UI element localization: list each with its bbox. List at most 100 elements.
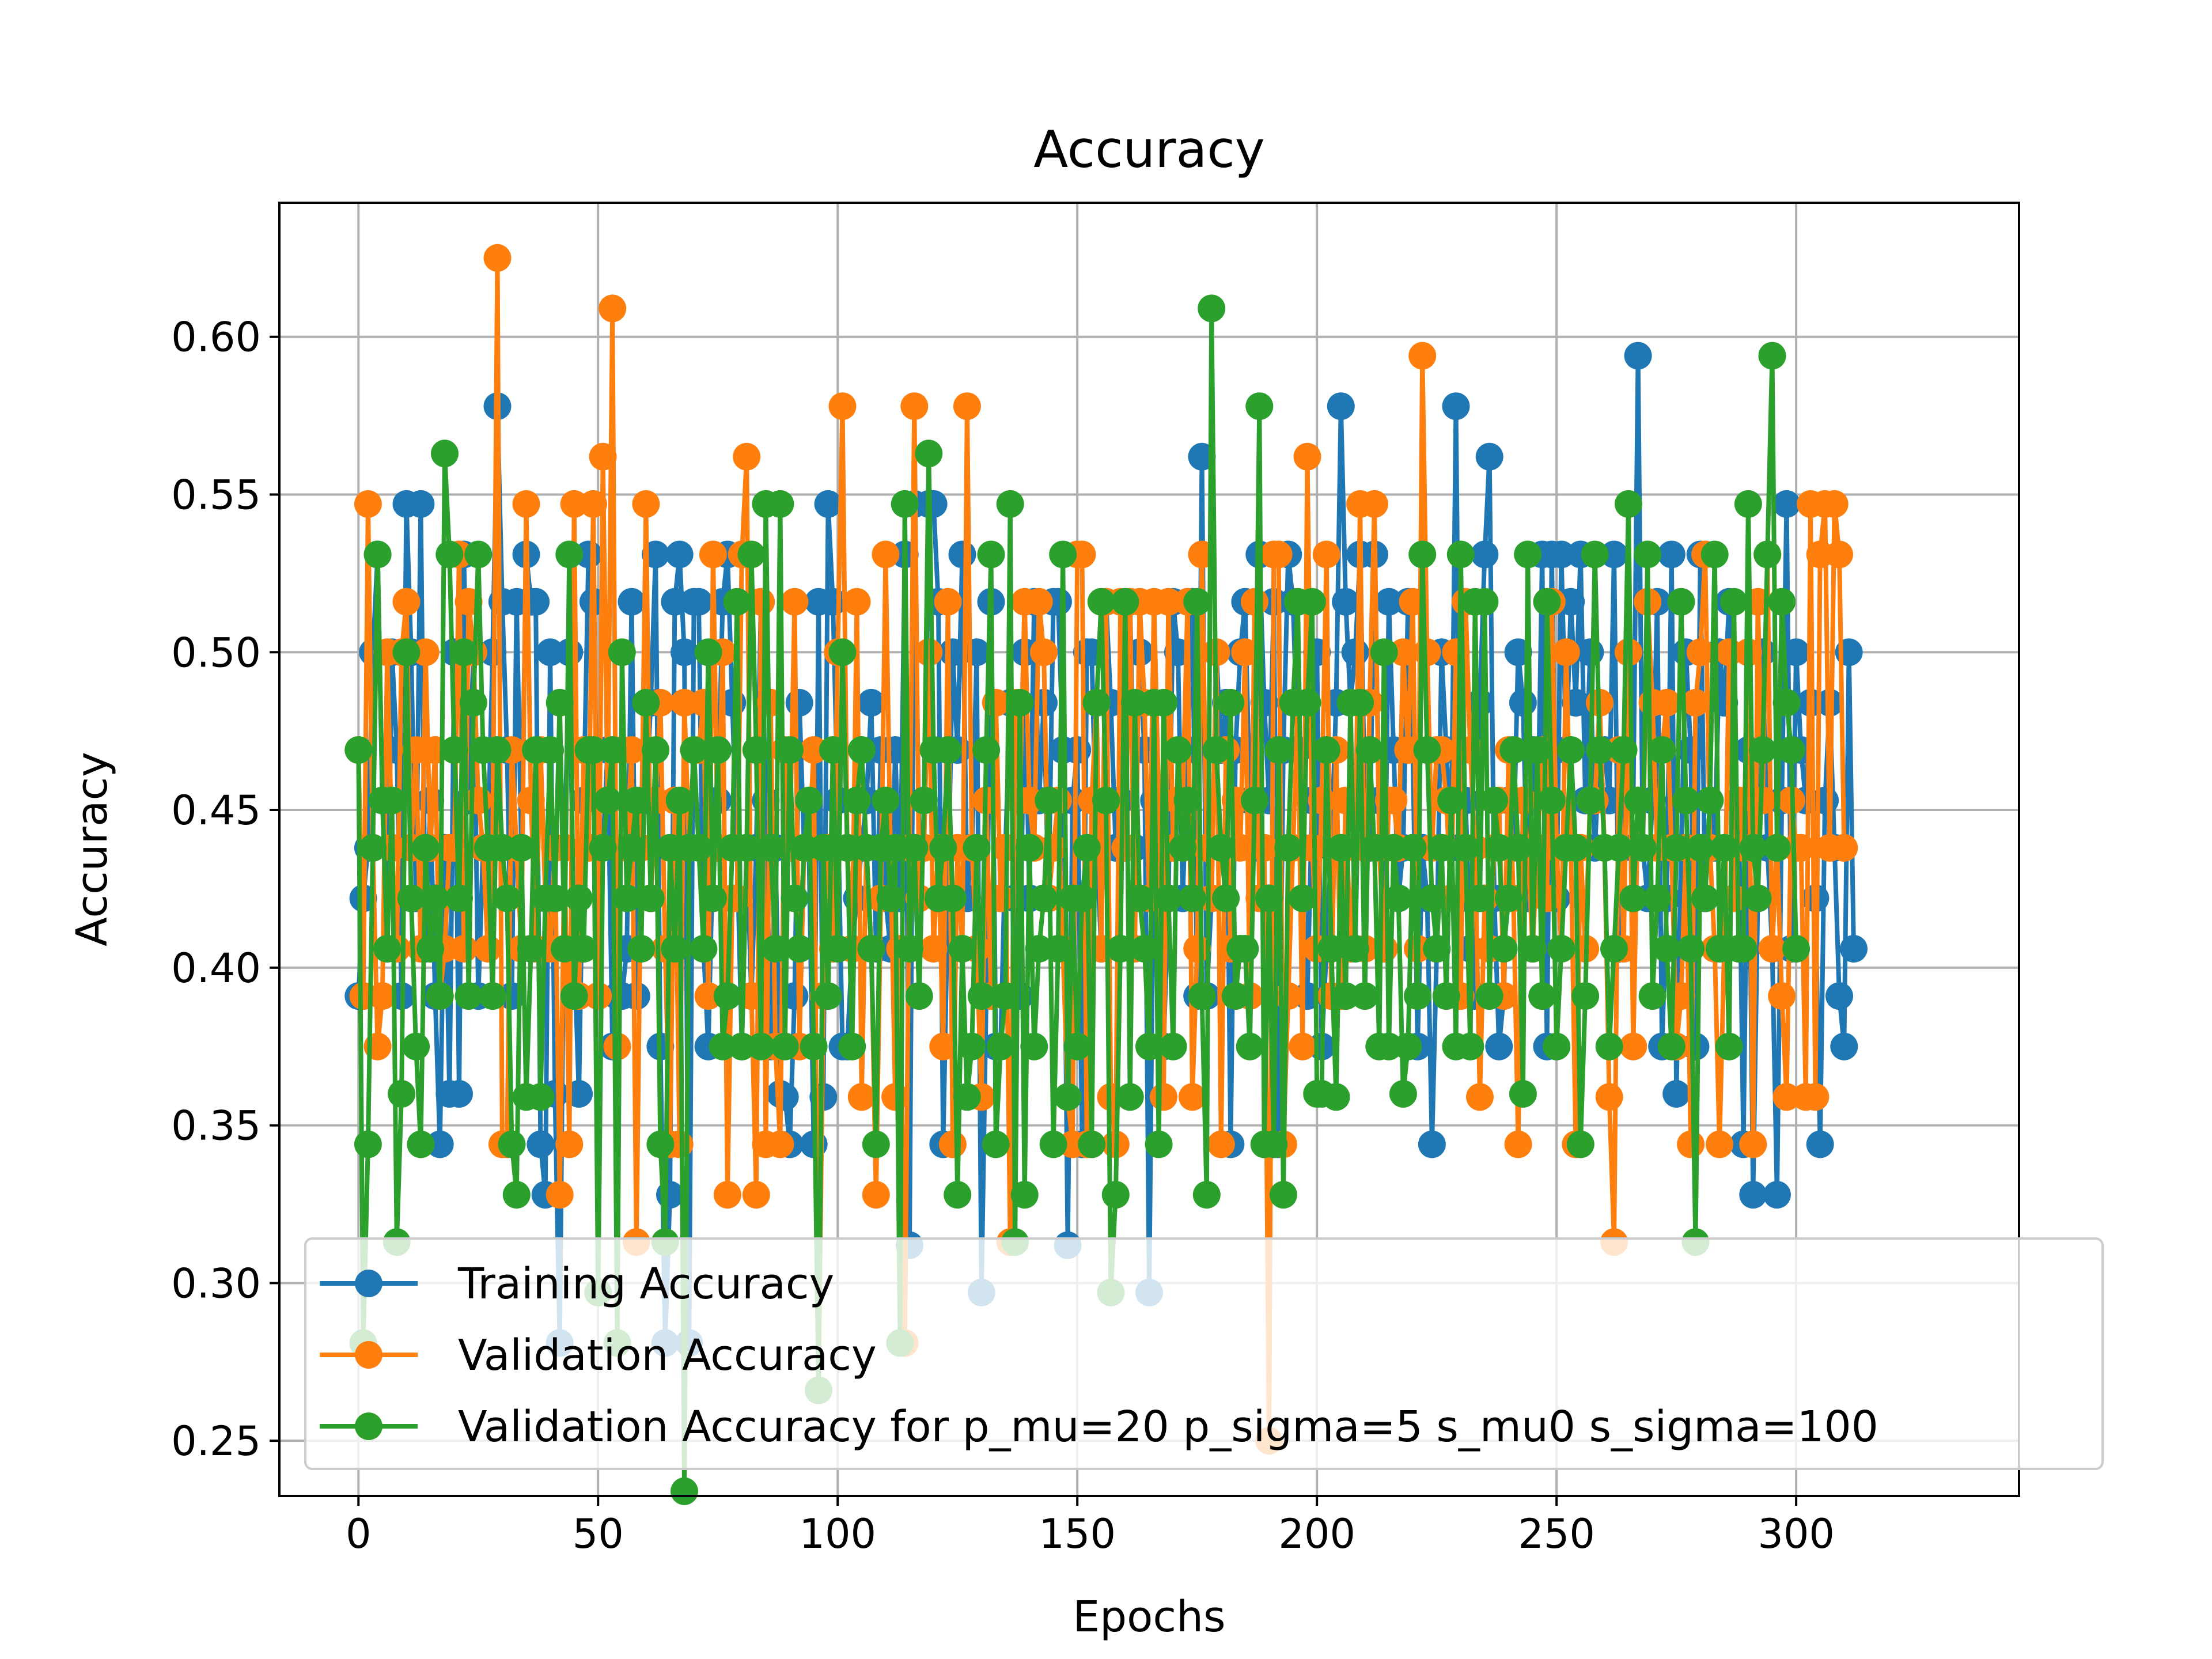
data-point (1456, 1032, 1484, 1060)
data-point (599, 294, 627, 323)
data-point (1389, 1080, 1417, 1108)
data-point (1648, 736, 1676, 764)
data-point (618, 588, 646, 616)
data-point (944, 1181, 972, 1209)
data-point (828, 638, 857, 666)
data-point (1073, 834, 1101, 862)
data-point (915, 638, 943, 666)
data-point (671, 1477, 698, 1505)
data-point (1212, 884, 1240, 912)
data-point (838, 1032, 866, 1060)
data-point (1437, 786, 1465, 815)
data-point (378, 786, 406, 815)
data-point (464, 540, 493, 569)
data-point (1063, 1032, 1092, 1060)
data-point (953, 392, 981, 421)
data-point (847, 736, 876, 764)
data-point (742, 1181, 770, 1209)
data-point (392, 638, 421, 666)
legend-item: Validation Accuracy for p_mu=20 p_sigma=… (320, 1402, 1878, 1452)
data-point (1499, 736, 1528, 764)
data-point (991, 982, 1020, 1010)
x-tick-label: 300 (1758, 1510, 1835, 1558)
data-point (1533, 884, 1561, 912)
data-point (881, 1083, 910, 1111)
data-point (363, 540, 392, 569)
data-point (771, 1032, 799, 1060)
data-point (1207, 834, 1235, 862)
data-point (1394, 736, 1422, 764)
data-point (900, 834, 929, 862)
x-tick-label: 200 (1278, 1510, 1355, 1558)
data-point (1164, 736, 1192, 764)
data-point (1183, 588, 1211, 616)
data-point (1418, 884, 1446, 912)
data-point (454, 982, 483, 1010)
data-point (1293, 688, 1321, 717)
legend: Training Accuracy Validation Accuracy Vali… (304, 1237, 2104, 1470)
data-point (1154, 588, 1183, 616)
data-point (1384, 884, 1412, 912)
data-point (1653, 935, 1681, 963)
data-point (440, 834, 468, 862)
legend-marker (355, 1270, 382, 1297)
data-point (1825, 982, 1853, 1010)
data-point (1427, 834, 1456, 862)
data-point (483, 736, 512, 764)
data-point (527, 1083, 555, 1111)
data-point (1509, 1080, 1537, 1108)
data-point (958, 1032, 986, 1060)
data-point (1178, 884, 1206, 912)
data-point (411, 834, 440, 862)
ticks: 0 50 100 150 200 250 300 0.25 0.30 0.35 0.40 0.45 0.… (171, 314, 1835, 1558)
data-point (608, 638, 636, 666)
data-point (555, 1130, 584, 1158)
data-point (987, 1032, 1015, 1060)
data-point (1696, 786, 1724, 815)
data-point (450, 935, 478, 963)
data-point (843, 786, 871, 815)
data-point (483, 244, 512, 272)
data-point (1801, 1083, 1830, 1111)
data-point (1154, 884, 1183, 912)
data-point (680, 736, 708, 764)
data-point (694, 638, 722, 666)
data-point (1768, 982, 1796, 1010)
data-point (1600, 935, 1628, 963)
data-point (1293, 442, 1321, 471)
data-point (1269, 1181, 1297, 1209)
data-point (785, 688, 813, 717)
data-point (1092, 786, 1120, 815)
data-point (589, 834, 617, 862)
data-point (584, 982, 612, 1010)
data-point (824, 935, 852, 963)
data-point (938, 638, 967, 666)
data-point (1332, 982, 1360, 1010)
data-point (1772, 1083, 1801, 1111)
data-point (1173, 786, 1202, 815)
data-point (1466, 884, 1494, 912)
data-point (1442, 392, 1470, 421)
data-point (1475, 442, 1503, 471)
data-point (546, 1181, 574, 1209)
data-point (1150, 688, 1177, 717)
data-point (982, 1130, 1010, 1158)
data-point (536, 736, 565, 764)
data-point (502, 1181, 531, 1209)
data-point (1408, 342, 1437, 370)
data-point (1562, 834, 1590, 862)
data-point (1355, 736, 1384, 764)
data-point (579, 736, 607, 764)
data-point (1221, 982, 1249, 1010)
data-point (1830, 1032, 1858, 1060)
data-point (1662, 834, 1691, 862)
data-point (1830, 834, 1858, 862)
data-point (1183, 935, 1211, 963)
data-point (1485, 1032, 1513, 1060)
data-point (1408, 540, 1437, 569)
x-tick-label: 100 (799, 1510, 876, 1558)
data-point (1389, 638, 1417, 666)
data-point (599, 736, 627, 764)
data-point (1768, 588, 1796, 616)
